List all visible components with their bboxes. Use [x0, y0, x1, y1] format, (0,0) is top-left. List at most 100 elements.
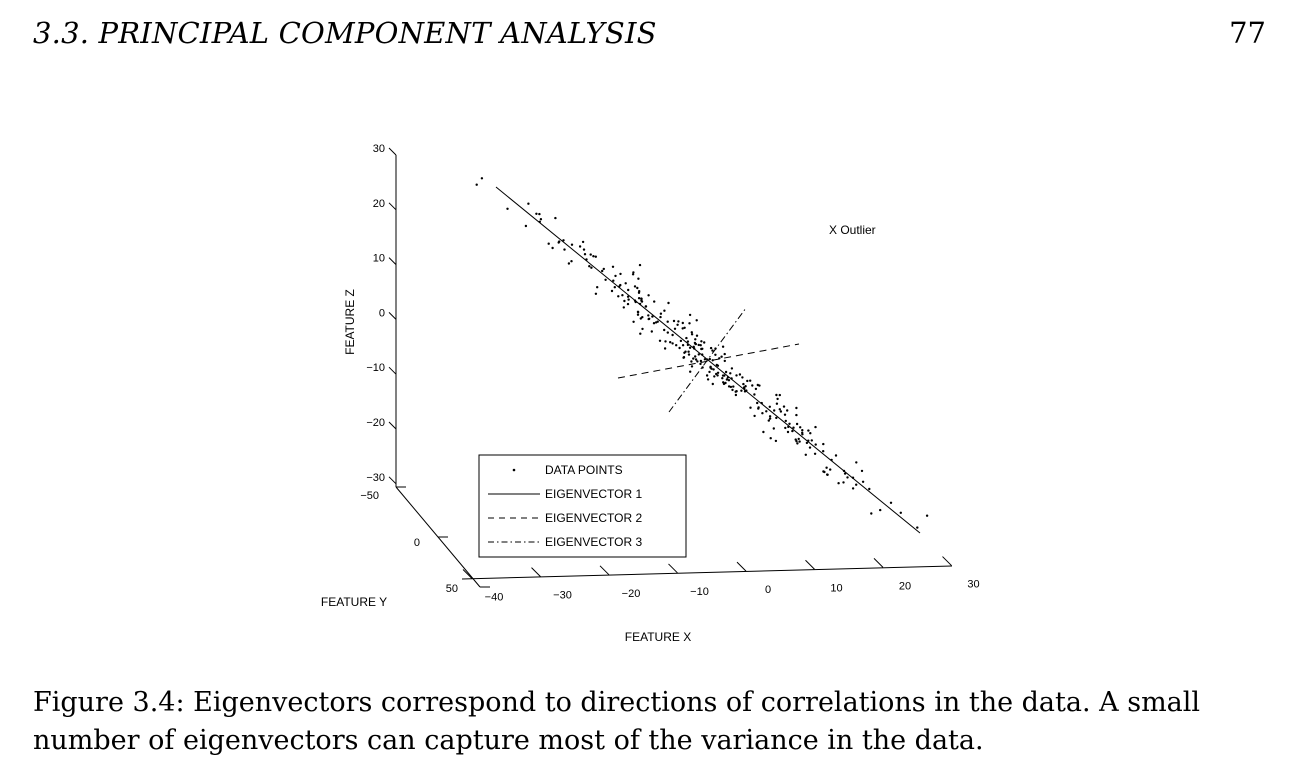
- data-point: [804, 453, 807, 456]
- legend-label-eigenvector-1: EIGENVECTOR 1: [545, 487, 642, 501]
- data-point: [768, 415, 772, 418]
- legend-box: [478, 454, 687, 558]
- data-point: [713, 375, 716, 378]
- data-point: [641, 327, 644, 331]
- data-point: [626, 295, 630, 298]
- data-point: [851, 487, 855, 490]
- data-point: [672, 319, 676, 323]
- data-point: [814, 443, 817, 446]
- z-tick-mark: [388, 476, 397, 485]
- z-tick-mark: [388, 202, 397, 211]
- y-tick-label: 0: [414, 537, 420, 549]
- data-point: [796, 442, 799, 445]
- data-point: [682, 356, 686, 359]
- data-point: [738, 373, 742, 376]
- y-tick-label: 50: [446, 583, 458, 595]
- data-point: [610, 289, 614, 293]
- data-point: [783, 413, 787, 416]
- data-point: [619, 272, 622, 276]
- data-point: [681, 327, 684, 330]
- data-point: [756, 401, 759, 405]
- data-point: [687, 353, 691, 356]
- data-point: [686, 340, 690, 343]
- data-point: [644, 305, 647, 308]
- data-point: [749, 379, 752, 382]
- z-tick-mark: [388, 312, 397, 320]
- data-point: [703, 341, 706, 344]
- data-point: [721, 374, 725, 377]
- figure-caption: Figure 3.4: Eigenvectors correspond to d…: [33, 687, 1201, 756]
- data-point: [699, 359, 703, 363]
- data-point: [554, 216, 557, 220]
- x-tick-label: −10: [690, 586, 709, 598]
- data-point: [701, 347, 704, 350]
- data-point: [535, 212, 538, 215]
- data-point: [604, 278, 607, 281]
- data-point: [602, 267, 605, 271]
- z-tick-label: 0: [379, 307, 385, 319]
- data-point: [675, 344, 678, 347]
- data-point: [551, 246, 554, 250]
- data-point: [594, 255, 597, 258]
- data-point: [744, 385, 747, 388]
- data-point: [773, 409, 776, 412]
- data-point: [813, 452, 817, 455]
- legend-dot-symbol: [512, 468, 516, 472]
- data-point: [846, 476, 849, 479]
- eigenvector-3-line: [668, 307, 747, 413]
- data-point: [753, 393, 756, 396]
- data-point: [870, 512, 873, 515]
- z-axis-label: FEATURE Z: [343, 289, 357, 355]
- data-point: [801, 433, 804, 436]
- data-point: [696, 360, 699, 363]
- data-point: [699, 362, 702, 366]
- data-point: [695, 319, 698, 322]
- data-point: [636, 313, 640, 316]
- data-point: [825, 466, 828, 469]
- data-point: [735, 374, 738, 377]
- data-point: [570, 243, 574, 246]
- data-point: [562, 239, 565, 242]
- data-point: [822, 450, 825, 453]
- data-point: [669, 341, 672, 344]
- data-point: [754, 387, 758, 391]
- data-point: [716, 371, 720, 374]
- y-tick-label: −50: [360, 490, 379, 502]
- data-point: [834, 454, 838, 457]
- x-tick-mark: [599, 565, 610, 576]
- data-point: [656, 320, 659, 323]
- data-point: [637, 297, 641, 300]
- data-point: [690, 331, 693, 334]
- z-tick-label: 30: [373, 143, 385, 155]
- data-point: [611, 265, 615, 268]
- data-point: [694, 338, 697, 341]
- legend-label-data-points: DATA POINTS: [545, 463, 623, 477]
- data-point: [734, 393, 738, 397]
- data-point: [768, 417, 772, 420]
- data-point: [636, 286, 639, 290]
- data-point: [720, 355, 723, 358]
- data-point: [527, 202, 530, 205]
- x-tick-mark: [462, 569, 473, 579]
- x-tick-label: −40: [485, 592, 504, 604]
- data-point: [683, 326, 686, 329]
- data-point: [721, 345, 725, 348]
- data-point: [663, 328, 666, 332]
- data-point: [627, 298, 630, 301]
- data-point: [563, 248, 566, 251]
- data-point: [688, 346, 692, 349]
- data-point: [788, 422, 791, 425]
- data-point: [694, 342, 697, 346]
- data-point: [647, 314, 650, 317]
- data-point: [723, 352, 726, 356]
- data-point: [632, 271, 635, 274]
- data-point: [583, 253, 587, 256]
- data-point: [676, 323, 679, 326]
- data-point: [778, 408, 781, 411]
- running-head: 3.3. PRINCIPAL COMPONENT ANALYSIS 77: [33, 16, 1266, 56]
- data-point: [582, 248, 586, 251]
- x-axis-label: FEATURE X: [625, 630, 691, 644]
- x-tick-label: 0: [765, 584, 771, 596]
- data-point: [690, 333, 694, 336]
- data-point: [794, 438, 797, 441]
